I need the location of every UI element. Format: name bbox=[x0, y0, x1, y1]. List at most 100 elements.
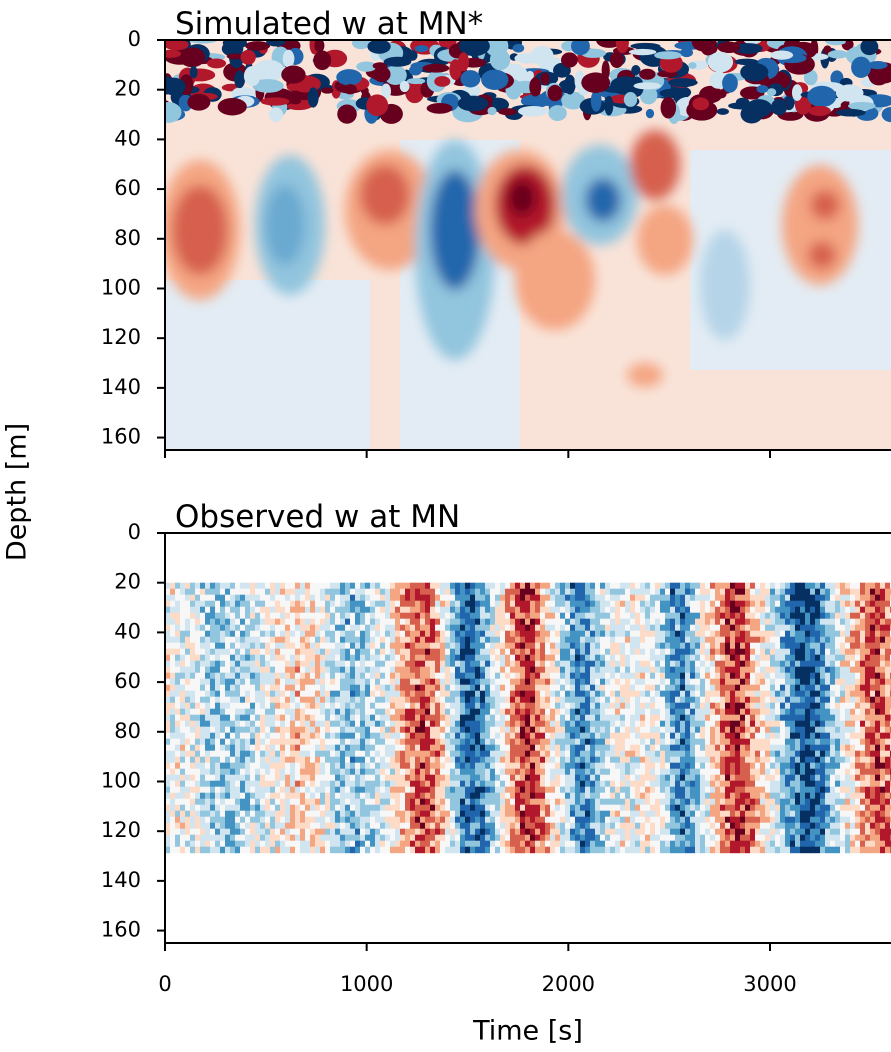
field-cell bbox=[215, 582, 221, 590]
field-cell bbox=[240, 828, 246, 836]
field-cell bbox=[280, 822, 286, 830]
field-cell bbox=[385, 636, 391, 644]
field-cell bbox=[285, 708, 291, 716]
field-cell bbox=[340, 768, 346, 776]
field-cell bbox=[500, 828, 506, 836]
field-cell bbox=[320, 768, 326, 776]
field-cell bbox=[435, 768, 441, 776]
field-cell bbox=[490, 816, 496, 824]
field-cell bbox=[595, 660, 601, 668]
field-cell bbox=[530, 840, 536, 848]
field-cell bbox=[575, 750, 581, 758]
field-cell bbox=[340, 600, 346, 608]
field-cell bbox=[430, 660, 436, 668]
field-cell bbox=[180, 684, 186, 692]
field-cell bbox=[255, 678, 261, 686]
field-cell bbox=[345, 696, 351, 704]
field-cell bbox=[240, 840, 246, 848]
field-cell bbox=[490, 666, 496, 674]
field-cell bbox=[325, 612, 331, 620]
field-cell bbox=[625, 618, 631, 626]
field-cell bbox=[230, 714, 236, 722]
field-cell bbox=[345, 810, 351, 818]
field-cell bbox=[260, 822, 266, 830]
field-cell bbox=[645, 744, 651, 752]
field-cell bbox=[255, 720, 261, 728]
field-cell bbox=[405, 774, 411, 782]
field-cell bbox=[400, 810, 406, 818]
field-cell bbox=[410, 618, 416, 626]
field-cell bbox=[420, 642, 426, 650]
field-cell bbox=[255, 732, 261, 740]
field-cell bbox=[280, 834, 286, 842]
field-cell bbox=[430, 762, 436, 770]
field-cell bbox=[400, 816, 406, 824]
field-cell bbox=[165, 816, 171, 824]
field-cell bbox=[660, 762, 666, 770]
field-cell bbox=[380, 804, 386, 812]
field-cell bbox=[205, 714, 211, 722]
field-cell bbox=[385, 696, 391, 704]
field-cell bbox=[620, 714, 626, 722]
field-cell bbox=[510, 690, 516, 698]
field-cell bbox=[435, 798, 441, 806]
field-cell bbox=[580, 834, 586, 842]
field-cell bbox=[215, 798, 221, 806]
field-cell bbox=[440, 696, 446, 704]
field-cell bbox=[405, 606, 411, 614]
field-cell bbox=[610, 846, 616, 854]
field-cell bbox=[560, 834, 566, 842]
field-cell bbox=[255, 786, 261, 794]
field-cell bbox=[655, 648, 661, 656]
field-cell bbox=[610, 696, 616, 704]
field-cell bbox=[340, 702, 346, 710]
field-cell bbox=[515, 678, 521, 686]
field-cell bbox=[560, 732, 566, 740]
field-cell bbox=[215, 786, 221, 794]
field-cell bbox=[355, 618, 361, 626]
field-cell bbox=[250, 654, 256, 662]
field-cell bbox=[220, 672, 226, 680]
field-cell bbox=[285, 702, 291, 710]
field-cell bbox=[655, 726, 661, 734]
field-cell bbox=[195, 744, 201, 752]
field-cell bbox=[585, 786, 591, 794]
field-cell bbox=[185, 630, 191, 638]
field-cell bbox=[485, 714, 491, 722]
field-cell bbox=[195, 762, 201, 770]
field-cell bbox=[340, 822, 346, 830]
field-cell bbox=[415, 834, 421, 842]
field-cell bbox=[355, 732, 361, 740]
field-cell bbox=[550, 636, 556, 644]
field-cell bbox=[410, 708, 416, 716]
field-cell bbox=[665, 624, 671, 632]
field-cell bbox=[315, 624, 321, 632]
field-cell bbox=[555, 762, 561, 770]
field-cell bbox=[495, 588, 501, 596]
field-cell bbox=[170, 738, 176, 746]
field-cell bbox=[530, 720, 536, 728]
field-cell bbox=[565, 840, 571, 848]
field-cell bbox=[350, 816, 356, 824]
field-cell bbox=[375, 750, 381, 758]
field-cell bbox=[570, 588, 576, 596]
field-cell bbox=[315, 774, 321, 782]
field-cell bbox=[590, 846, 596, 854]
field-cell bbox=[265, 642, 271, 650]
field-cell bbox=[440, 600, 446, 608]
field-cell bbox=[615, 738, 621, 746]
field-cell bbox=[505, 786, 511, 794]
field-cell bbox=[545, 792, 551, 800]
field-cell bbox=[650, 732, 656, 740]
field-cell bbox=[435, 744, 441, 752]
field-cell bbox=[260, 828, 266, 836]
field-cell bbox=[195, 642, 201, 650]
field-cell bbox=[495, 798, 501, 806]
field-cell bbox=[250, 606, 256, 614]
field-cell bbox=[430, 846, 436, 854]
field-cell bbox=[510, 654, 516, 662]
field-cell bbox=[515, 624, 521, 632]
field-cell bbox=[375, 840, 381, 848]
field-cell bbox=[625, 600, 631, 608]
field-cell bbox=[295, 726, 301, 734]
